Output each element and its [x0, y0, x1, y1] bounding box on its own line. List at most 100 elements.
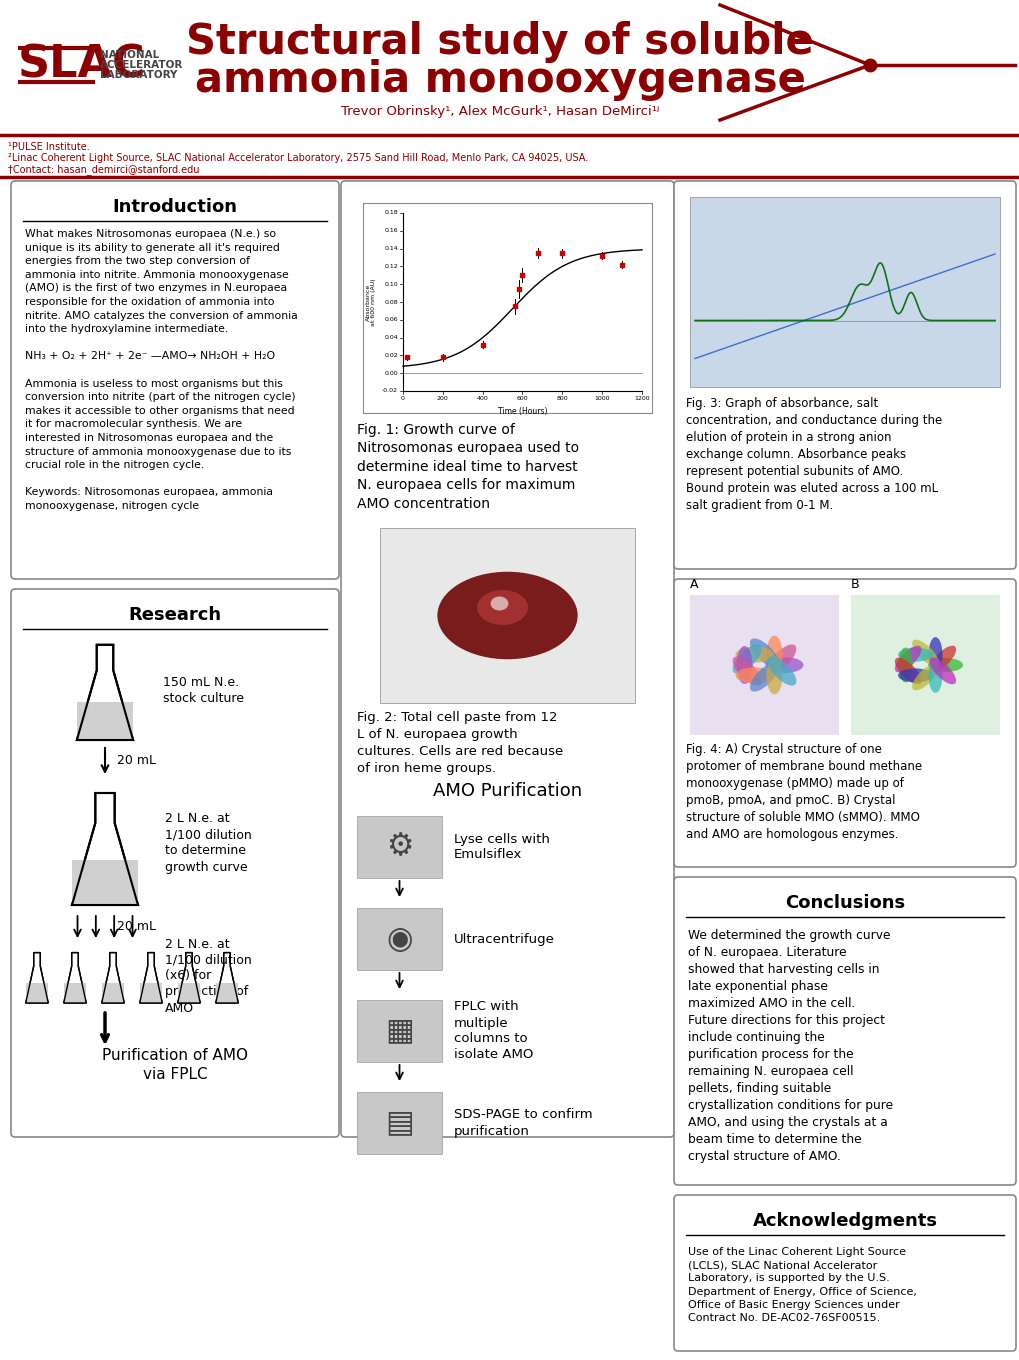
- Polygon shape: [25, 952, 48, 1004]
- Text: SLAC: SLAC: [18, 44, 146, 87]
- FancyBboxPatch shape: [357, 1000, 441, 1062]
- Text: 800: 800: [556, 396, 568, 401]
- Text: 200: 200: [436, 396, 448, 401]
- Text: B: B: [850, 578, 859, 592]
- Polygon shape: [76, 702, 133, 740]
- Text: 20 mL: 20 mL: [117, 755, 156, 767]
- FancyBboxPatch shape: [674, 877, 1015, 1185]
- Text: 0.12: 0.12: [384, 264, 397, 269]
- FancyBboxPatch shape: [357, 816, 441, 879]
- Ellipse shape: [732, 645, 761, 673]
- Polygon shape: [63, 952, 87, 1004]
- Text: ⚙: ⚙: [385, 832, 413, 861]
- Polygon shape: [102, 952, 124, 1004]
- Ellipse shape: [898, 647, 912, 683]
- Ellipse shape: [766, 645, 796, 673]
- Text: Absorbance
at 600 nm (AU): Absorbance at 600 nm (AU): [365, 279, 376, 326]
- Text: What makes Nitrosomonas europaea (N.e.) so
unique is its ability to generate all: What makes Nitrosomonas europaea (N.e.) …: [25, 228, 298, 511]
- Text: 1000: 1000: [594, 396, 609, 401]
- Text: ◉: ◉: [386, 925, 413, 953]
- FancyBboxPatch shape: [11, 589, 338, 1137]
- Text: 150 mL N.e.
stock culture: 150 mL N.e. stock culture: [163, 676, 244, 704]
- Text: Introduction: Introduction: [112, 199, 237, 216]
- Text: Structural study of soluble: Structural study of soluble: [185, 20, 813, 63]
- Text: †Contact: hasan_demirci@stanford.edu: †Contact: hasan_demirci@stanford.edu: [8, 165, 200, 175]
- Text: 0: 0: [400, 396, 405, 401]
- Text: ▦: ▦: [385, 1016, 414, 1046]
- Polygon shape: [140, 952, 162, 1004]
- Text: 0.08: 0.08: [384, 299, 397, 305]
- Ellipse shape: [765, 635, 782, 673]
- Text: LABORATORY: LABORATORY: [100, 69, 177, 80]
- Ellipse shape: [490, 597, 507, 611]
- Text: Fig. 1: Growth curve of
Nitrosomonas europaea used to
determine ideal time to ha: Fig. 1: Growth curve of Nitrosomonas eur…: [357, 423, 579, 510]
- Polygon shape: [25, 983, 48, 1004]
- Ellipse shape: [477, 590, 528, 626]
- Text: Conclusions: Conclusions: [785, 894, 904, 913]
- Text: A: A: [689, 578, 698, 592]
- FancyBboxPatch shape: [357, 908, 441, 970]
- Text: Acknowledgments: Acknowledgments: [752, 1212, 936, 1229]
- Text: Fig. 3: Graph of absorbance, salt
concentration, and conductance during the
elut: Fig. 3: Graph of absorbance, salt concen…: [686, 397, 942, 511]
- Text: 400: 400: [476, 396, 488, 401]
- Text: Fig. 2: Total cell paste from 12
L of N. europaea growth
cultures. Cells are red: Fig. 2: Total cell paste from 12 L of N.…: [357, 711, 562, 775]
- Text: We determined the growth curve
of N. europaea. Literature
showed that harvesting: We determined the growth curve of N. eur…: [688, 929, 893, 1163]
- Polygon shape: [63, 983, 87, 1004]
- Ellipse shape: [894, 658, 920, 684]
- Text: FPLC with
multiple
columns to
isolate AMO: FPLC with multiple columns to isolate AM…: [453, 1001, 533, 1062]
- Ellipse shape: [765, 657, 782, 695]
- Text: 0.06: 0.06: [384, 317, 397, 322]
- Text: 2 L N.e. at
1/100 dilution
to determine
growth curve: 2 L N.e. at 1/100 dilution to determine …: [165, 812, 252, 873]
- Text: 0.16: 0.16: [384, 228, 397, 234]
- FancyBboxPatch shape: [11, 181, 338, 579]
- Text: ACCELERATOR: ACCELERATOR: [100, 60, 183, 69]
- Ellipse shape: [764, 657, 803, 673]
- Ellipse shape: [732, 657, 761, 685]
- FancyBboxPatch shape: [340, 181, 674, 1137]
- Text: ²Linac Coherent Light Source, SLAC National Accelerator Laboratory, 2575 Sand Hi: ²Linac Coherent Light Source, SLAC Natio…: [8, 154, 588, 163]
- Ellipse shape: [735, 668, 772, 683]
- Text: 0.18: 0.18: [384, 211, 397, 215]
- Ellipse shape: [911, 664, 937, 691]
- Ellipse shape: [437, 571, 577, 660]
- Ellipse shape: [928, 646, 955, 672]
- Ellipse shape: [735, 646, 772, 662]
- FancyBboxPatch shape: [363, 203, 651, 413]
- Text: Lyse cells with
Emulsiflex: Lyse cells with Emulsiflex: [453, 832, 549, 861]
- Polygon shape: [177, 952, 200, 1004]
- Polygon shape: [216, 952, 238, 1004]
- FancyBboxPatch shape: [674, 181, 1015, 568]
- FancyBboxPatch shape: [850, 596, 999, 734]
- Polygon shape: [72, 793, 138, 904]
- Text: 0.14: 0.14: [384, 246, 397, 252]
- Text: ammonia monooxygenase: ammonia monooxygenase: [195, 58, 805, 101]
- Ellipse shape: [927, 658, 962, 672]
- Polygon shape: [216, 983, 238, 1004]
- Polygon shape: [140, 983, 162, 1004]
- FancyBboxPatch shape: [674, 1195, 1015, 1350]
- Polygon shape: [72, 860, 138, 904]
- Polygon shape: [102, 983, 124, 1004]
- Text: -0.02: -0.02: [382, 389, 397, 393]
- Polygon shape: [76, 645, 133, 740]
- Text: Time (Hours): Time (Hours): [497, 407, 547, 416]
- Text: 0.00: 0.00: [384, 371, 397, 375]
- Ellipse shape: [749, 638, 779, 668]
- Ellipse shape: [911, 639, 937, 666]
- Text: 600: 600: [517, 396, 528, 401]
- Text: Use of the Linac Coherent Light Source
(LCLS), SLAC National Accelerator
Laborat: Use of the Linac Coherent Light Source (…: [688, 1247, 916, 1323]
- Text: 1200: 1200: [634, 396, 649, 401]
- Ellipse shape: [894, 646, 920, 672]
- Ellipse shape: [928, 658, 955, 684]
- Text: 2 L N.e. at
1/100 dilution
(x6) for
production of
AMO: 2 L N.e. at 1/100 dilution (x6) for prod…: [165, 937, 252, 1015]
- Ellipse shape: [897, 647, 932, 661]
- Text: ¹PULSE Institute.: ¹PULSE Institute.: [8, 141, 90, 152]
- FancyBboxPatch shape: [689, 596, 839, 734]
- Ellipse shape: [766, 657, 796, 685]
- Text: 0.02: 0.02: [384, 352, 397, 358]
- Ellipse shape: [749, 662, 779, 692]
- Text: AMO Purification: AMO Purification: [432, 782, 582, 800]
- Polygon shape: [177, 983, 200, 1004]
- FancyBboxPatch shape: [674, 579, 1015, 868]
- Text: Trevor Obrinsky¹, Alex McGurk¹, Hasan DeMirci¹ʲ: Trevor Obrinsky¹, Alex McGurk¹, Hasan De…: [340, 106, 658, 118]
